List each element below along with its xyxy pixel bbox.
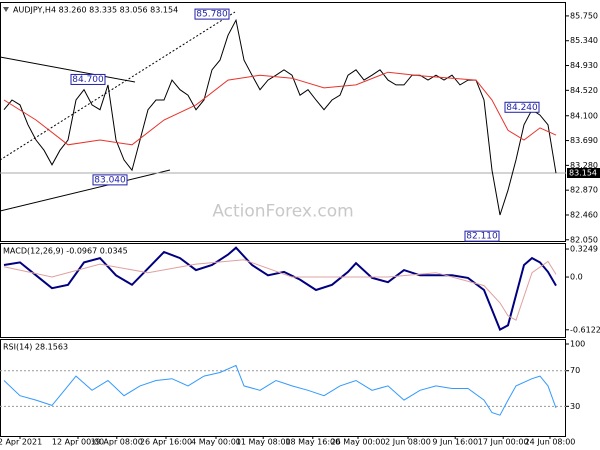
y-tick-label: 0.0 [570, 273, 583, 282]
y-tick-label: 84.100 [570, 111, 598, 120]
watermark: ActionForex.com [212, 202, 353, 222]
y-tick-label: 82.460 [570, 210, 598, 219]
price-annotation-box [504, 101, 540, 113]
y-tick-label: 83.690 [570, 136, 598, 145]
x-tick-label: 11 May 08:00 [236, 438, 291, 447]
price-annotation-box [464, 230, 500, 242]
price-annotation-box [92, 174, 128, 186]
y-tick-label: 85.750 [570, 11, 598, 20]
price-annotation-box [70, 73, 106, 85]
y-tick-label: 84.520 [570, 86, 598, 95]
panel-title: RSI(14) 28.1563 [3, 343, 68, 352]
price-annotation: 82.110 [466, 232, 498, 242]
x-tick-label: 4 May 00:00 [191, 438, 241, 447]
y-tick-label: 30 [570, 402, 580, 411]
series-line [3, 259, 557, 321]
x-tick-label: 18 May 16:00 [285, 438, 340, 447]
series-line [3, 71, 557, 146]
price-tag [567, 167, 600, 178]
panel-frame [0, 339, 566, 437]
x-tick-label: 2 Apr 2021 [0, 438, 42, 447]
y-tick-label: 70 [570, 366, 580, 375]
panel-title: MACD(12,26,9) -0.0967 0.0345 [3, 247, 128, 256]
price-tag-label: 83.154 [569, 168, 597, 177]
panel-frame [0, 2, 566, 242]
y-tick-label: 83.280 [570, 161, 598, 170]
title-icon [3, 7, 9, 12]
y-tick-label: 84.930 [570, 61, 598, 70]
x-tick-label: 24 Jun 08:00 [525, 438, 576, 447]
series-line [3, 364, 557, 416]
x-tick-label: 17 Jun 00:00 [478, 438, 529, 447]
price-annotation: 85.780 [196, 10, 228, 20]
x-tick-label: 9 Jun 16:00 [432, 438, 478, 447]
trend-line [0, 169, 171, 212]
x-tick-label: 12 Apr 00:00 [52, 438, 104, 447]
price-annotation-box [194, 8, 230, 20]
price-annotation: 84.700 [72, 75, 104, 85]
trend-line [0, 56, 136, 83]
y-tick-label: 82.870 [570, 186, 598, 195]
price-annotation: 83.040 [94, 175, 126, 185]
y-tick-label: 0.3249 [570, 245, 598, 254]
panel-frame [0, 243, 566, 338]
y-tick-label: -0.6122 [570, 325, 600, 334]
x-tick-label: 26 May 00:00 [331, 438, 386, 447]
x-tick-label: 26 Apr 16:00 [140, 438, 192, 447]
series-line [3, 246, 557, 332]
panel-title: AUDJPY,H4 83.260 83.335 83.056 83.154 [13, 6, 178, 15]
y-tick-label: 82.050 [570, 235, 598, 244]
x-tick-label: 19 Apr 08:00 [91, 438, 143, 447]
series-line [3, 18, 557, 216]
y-tick-label: 85.340 [570, 36, 598, 45]
x-tick-label: 2 Jun 08:00 [385, 438, 431, 447]
y-tick-label: 100 [570, 339, 585, 348]
price-annotation: 84.240 [506, 103, 538, 113]
